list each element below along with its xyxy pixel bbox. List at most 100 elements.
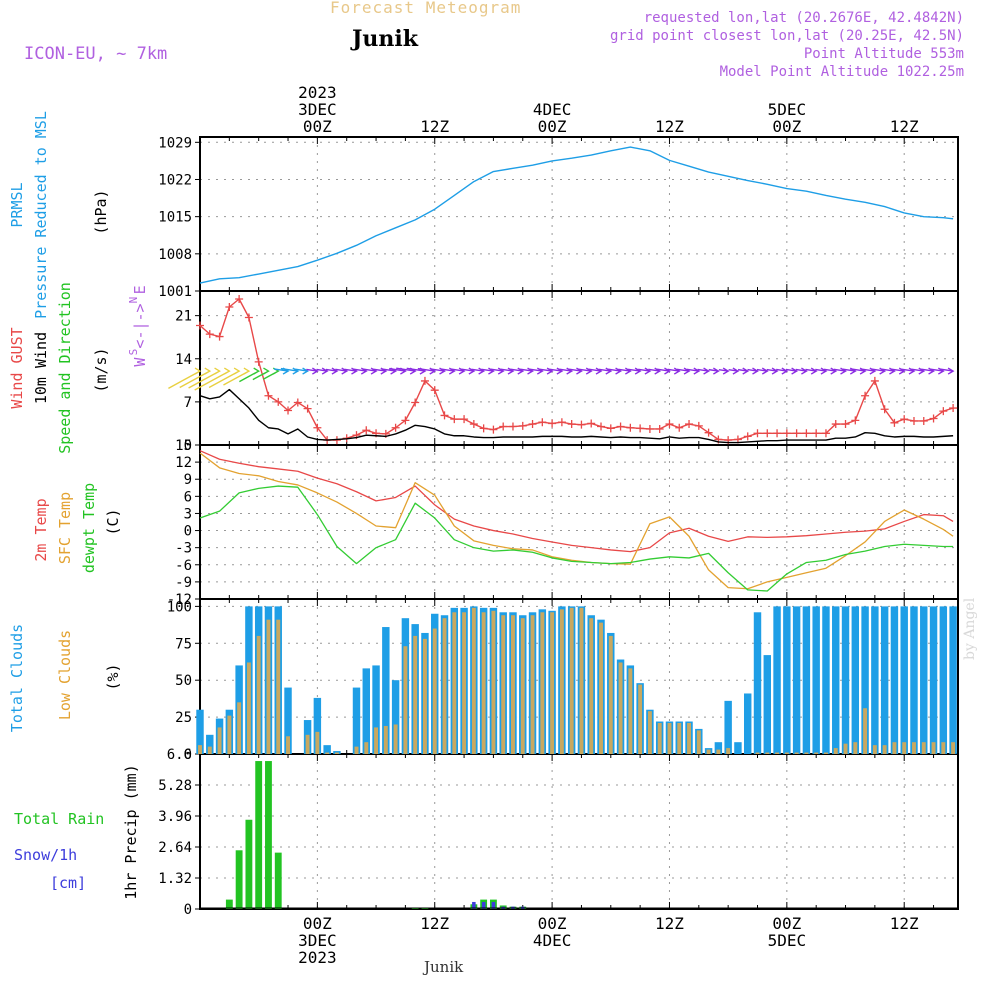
gust-marker bbox=[577, 420, 586, 429]
bottom-time-label: 5DEC bbox=[768, 931, 807, 950]
low-cloud-bar bbox=[227, 715, 232, 754]
pressure-ytick-label: 1015 bbox=[158, 210, 192, 226]
total-cloud-bar bbox=[812, 606, 820, 754]
grid-point-coords: grid point closest lon,lat (20.25E, 42.5… bbox=[609, 28, 964, 44]
pressure-line bbox=[199, 146, 954, 284]
low-cloud-bar bbox=[941, 742, 946, 754]
wind-compass: W <-|-> E bbox=[131, 285, 149, 366]
pressure-ytick-label: 1008 bbox=[158, 247, 192, 263]
gust-marker bbox=[196, 321, 204, 330]
gust-marker bbox=[362, 426, 371, 435]
low-cloud-bar bbox=[501, 615, 506, 754]
clouds-ytick-label: 0 bbox=[184, 747, 192, 763]
low-cloud-bar bbox=[755, 752, 760, 754]
wind-direction-arrow bbox=[911, 367, 926, 375]
wind-direction-arrow bbox=[510, 367, 525, 375]
gust-marker bbox=[508, 422, 517, 431]
gust-marker bbox=[284, 406, 293, 415]
gust-marker bbox=[489, 425, 498, 434]
rain-bar bbox=[274, 852, 282, 909]
total-cloud-bar bbox=[313, 697, 322, 754]
wind-direction-arrow bbox=[776, 367, 789, 375]
total-cloud-bar bbox=[861, 606, 869, 754]
low-cloud-bar bbox=[775, 752, 780, 754]
precip-legend-unit: [cm] bbox=[50, 874, 86, 892]
total-cloud-bar bbox=[822, 606, 830, 754]
snow-bar bbox=[491, 901, 496, 909]
wind-direction-arrow bbox=[881, 367, 896, 375]
low-cloud-bar bbox=[286, 736, 290, 754]
low-cloud-bar bbox=[511, 615, 515, 754]
gust-marker bbox=[450, 415, 459, 424]
wind-direction-arrow bbox=[325, 367, 339, 375]
gust-marker bbox=[773, 429, 782, 438]
low-cloud-bar bbox=[276, 619, 281, 754]
precip-ytick-label: 3.96 bbox=[158, 809, 192, 825]
low-cloud-bar bbox=[706, 749, 711, 754]
wind-direction-arrow bbox=[815, 367, 828, 375]
gust-marker bbox=[665, 420, 674, 429]
gust-marker bbox=[303, 404, 312, 413]
gust-marker bbox=[499, 422, 508, 431]
temperature-frame bbox=[199, 444, 959, 600]
total-cloud-bar bbox=[929, 606, 938, 754]
total-cloud-bar bbox=[743, 693, 752, 754]
gust-marker bbox=[391, 423, 400, 432]
precip-ytick-label: 2.64 bbox=[158, 840, 192, 856]
total-cloud-bar bbox=[832, 606, 840, 754]
gust-marker bbox=[205, 330, 214, 339]
low-cloud-bar bbox=[951, 742, 956, 754]
wind-ylabel: Wind GUST bbox=[8, 327, 26, 408]
total-cloud-bar bbox=[352, 687, 361, 754]
gust-marker bbox=[215, 332, 224, 341]
gust-marker bbox=[626, 423, 635, 432]
pressure-ytick-label: 1001 bbox=[158, 284, 192, 300]
clouds-ylabel: Total Clouds bbox=[8, 624, 26, 732]
precip-ytick-label: 5.28 bbox=[158, 778, 192, 794]
gust-marker bbox=[900, 415, 909, 424]
low-cloud-bar bbox=[687, 723, 691, 754]
gust-marker bbox=[694, 421, 703, 430]
low-cloud-bar bbox=[422, 638, 427, 754]
gust-marker bbox=[254, 357, 263, 366]
pressure-ytick-label: 1029 bbox=[158, 135, 192, 151]
gust-marker bbox=[841, 420, 850, 429]
chart-title: Forecast Meteogram bbox=[330, 0, 522, 17]
wind-direction-arrow bbox=[578, 367, 593, 375]
gust-marker bbox=[264, 391, 273, 400]
wind-compass: N bbox=[127, 297, 140, 304]
top-time-label: 00Z bbox=[538, 117, 567, 136]
low-cloud-bar bbox=[931, 742, 936, 754]
pressure-frame bbox=[199, 136, 959, 292]
wind-direction-arrow bbox=[430, 367, 446, 375]
wind-direction-arrow bbox=[335, 367, 349, 375]
temperature-ytick-label: -9 bbox=[175, 575, 192, 591]
low-cloud-bar bbox=[618, 662, 623, 754]
precip-legend-snow: Snow/1h bbox=[14, 846, 77, 864]
gust-line bbox=[199, 298, 954, 441]
gust-marker bbox=[411, 398, 420, 407]
wind-direction-arrow bbox=[306, 367, 319, 375]
total-cloud-bar bbox=[851, 606, 860, 754]
snow-bar bbox=[481, 901, 486, 909]
bottom-time-label: 12Z bbox=[655, 914, 684, 933]
low-cloud-bar bbox=[638, 684, 643, 754]
wind-direction-arrow bbox=[500, 367, 515, 375]
low-cloud-bar bbox=[579, 607, 584, 754]
gust-marker bbox=[225, 303, 234, 312]
low-cloud-bar bbox=[198, 745, 202, 754]
low-cloud-bar bbox=[569, 607, 574, 754]
low-cloud-bar bbox=[921, 742, 926, 754]
gust-marker bbox=[528, 420, 537, 429]
rain-bar bbox=[225, 899, 233, 909]
wind-direction-arrow bbox=[871, 367, 887, 375]
total-cloud-bar bbox=[382, 627, 390, 754]
gust-marker bbox=[753, 429, 762, 438]
snow-bar bbox=[472, 901, 476, 909]
low-cloud-bar bbox=[882, 745, 887, 754]
wind-direction-arrow bbox=[785, 367, 798, 375]
low-cloud-bar bbox=[354, 746, 359, 754]
wind-ylabel: Speed and Direction bbox=[56, 282, 74, 454]
gust-marker bbox=[587, 419, 596, 428]
